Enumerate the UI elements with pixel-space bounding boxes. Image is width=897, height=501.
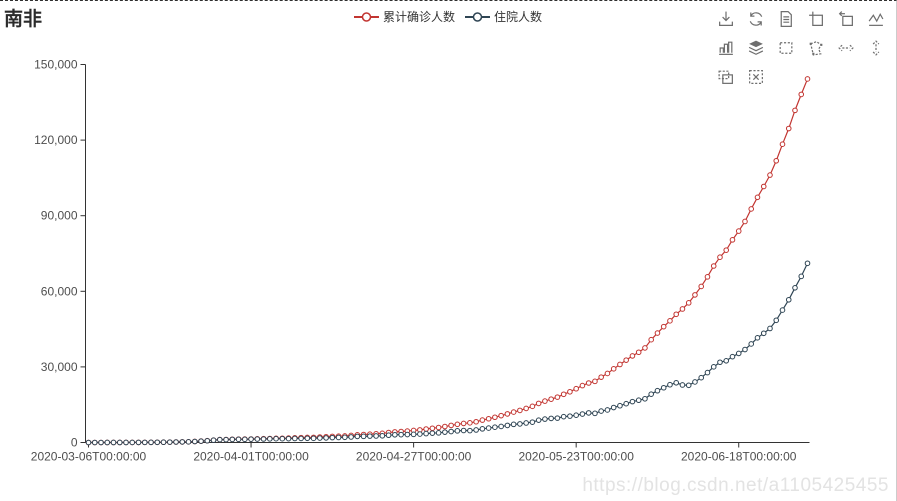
legend: 累计确诊人数 住院人数	[353, 8, 542, 25]
legend-label-confirmed: 累计确诊人数	[382, 10, 455, 24]
brush-clear-icon[interactable]	[747, 68, 765, 86]
chart-title: 南非	[4, 9, 43, 30]
legend-item-hospitalized[interactable]: 住院人数	[465, 8, 542, 25]
brush-rect-icon[interactable]	[777, 39, 795, 57]
brush-line-x-icon[interactable]	[837, 39, 855, 57]
brush-polygon-icon[interactable]	[807, 39, 825, 57]
save-as-image-icon[interactable]	[717, 10, 735, 28]
watermark: https://blog.csdn.net/a1105425455	[582, 475, 889, 496]
brush-line-y-icon[interactable]	[867, 39, 885, 57]
svg-text:2020-03-06T00:00:00: 2020-03-06T00:00:00	[31, 450, 147, 464]
magic-type-bar-icon[interactable]	[717, 39, 735, 57]
data-view-icon[interactable]	[777, 10, 795, 28]
toolbox	[717, 10, 885, 86]
svg-text:120,000: 120,000	[34, 133, 78, 147]
magic-type-line-icon[interactable]	[867, 10, 885, 28]
svg-text:2020-06-18T00:00:00: 2020-06-18T00:00:00	[681, 450, 797, 464]
svg-text:2020-04-27T00:00:00: 2020-04-27T00:00:00	[356, 450, 472, 464]
restore-icon[interactable]	[747, 10, 765, 28]
legend-label-hospitalized: 住院人数	[494, 10, 543, 24]
legend-marker-confirmed-icon	[353, 11, 379, 22]
svg-text:2020-05-23T00:00:00: 2020-05-23T00:00:00	[518, 450, 634, 464]
data-zoom-icon[interactable]	[807, 10, 825, 28]
brush-keep-icon[interactable]	[717, 68, 735, 86]
svg-text:150,000: 150,000	[34, 58, 78, 72]
svg-text:2020-04-01T00:00:00: 2020-04-01T00:00:00	[193, 450, 309, 464]
svg-text:90,000: 90,000	[41, 209, 78, 223]
legend-marker-hospitalized-icon	[465, 11, 490, 22]
data-zoom-back-icon[interactable]	[837, 10, 855, 28]
svg-text:0: 0	[71, 436, 78, 450]
magic-type-stack-icon[interactable]	[747, 39, 765, 57]
legend-item-confirmed[interactable]: 累计确诊人数	[353, 8, 455, 25]
svg-text:30,000: 30,000	[41, 360, 78, 374]
svg-text:60,000: 60,000	[41, 284, 78, 298]
